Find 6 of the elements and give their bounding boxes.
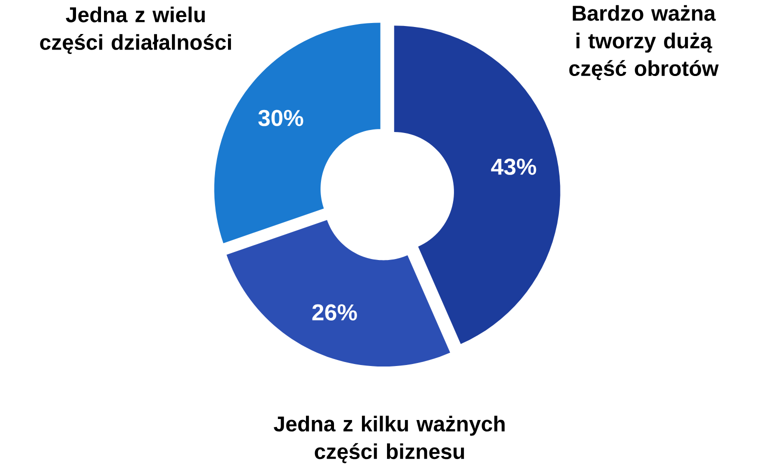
data-label: 43% bbox=[491, 158, 536, 175]
slice-label: Jedna z wielu części działalności bbox=[40, 6, 231, 54]
data-label: 26% bbox=[312, 304, 357, 320]
slice-label: Jedna z kilku ważnych części biznesu bbox=[274, 416, 505, 464]
slice-label: Bardzo ważna i tworzy dużą część obrotów bbox=[569, 4, 719, 80]
data-label: 30% bbox=[258, 110, 304, 126]
